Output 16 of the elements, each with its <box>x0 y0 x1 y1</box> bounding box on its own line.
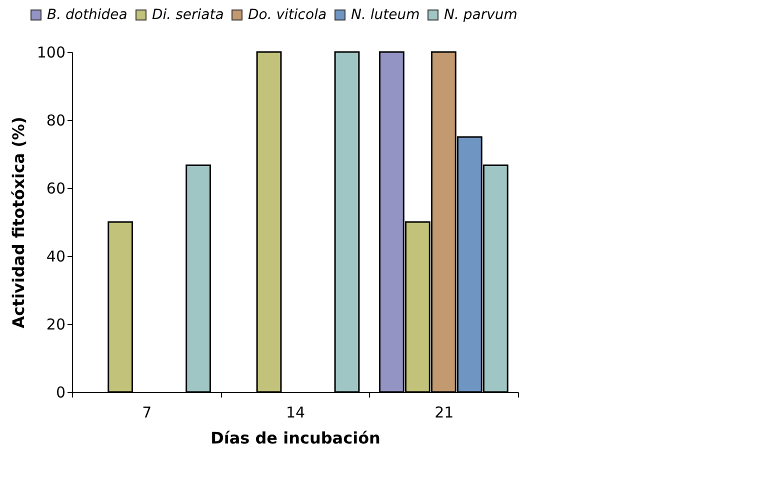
y-tick-label: 20 <box>46 316 66 334</box>
y-tick-label: 40 <box>46 248 66 266</box>
x-tick-label: 14 <box>286 404 306 422</box>
legend-label: Di. seriata <box>152 7 224 23</box>
x-tick-label: 21 <box>434 404 454 422</box>
y-tick-label: 80 <box>46 112 66 130</box>
x-axis-title: Días de incubación <box>210 428 380 448</box>
y-tick-label: 0 <box>56 384 66 402</box>
legend-label: N. luteum <box>351 7 420 23</box>
legend-label: Do. viticola <box>248 7 327 23</box>
legend-label: B. dothidea <box>47 7 128 23</box>
y-axis-title: Actividad fitotóxica (%) <box>8 116 28 328</box>
x-tick-label: 7 <box>142 404 152 422</box>
legend-label: N. parvum <box>444 7 518 23</box>
y-tick-label: 100 <box>36 44 66 62</box>
y-tick-label: 60 <box>46 180 66 198</box>
